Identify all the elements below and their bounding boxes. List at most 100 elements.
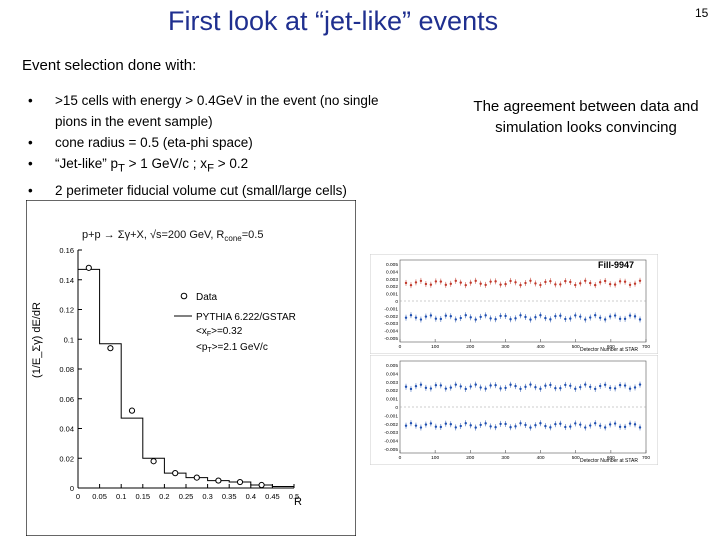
x-tick-label: 0.25 — [179, 492, 194, 501]
data-point — [589, 424, 592, 427]
y-tick-label: 0.004 — [386, 371, 398, 377]
data-point — [638, 426, 642, 429]
chart-title: Fill-9947 — [598, 260, 634, 270]
data-point — [444, 387, 448, 390]
bullet-dot-icon: • — [28, 93, 33, 108]
data-point — [409, 314, 413, 317]
chart-series — [78, 264, 294, 489]
data-point — [499, 387, 502, 390]
data-point — [584, 318, 587, 321]
data-point — [504, 386, 507, 390]
data-point — [598, 281, 602, 284]
legend-label-data: Data — [196, 292, 218, 303]
y-tick-label: 0.001 — [386, 292, 398, 298]
data-point — [589, 316, 592, 319]
data-point — [554, 283, 557, 286]
y-tick-label: -0.004 — [384, 439, 398, 445]
data-point — [559, 422, 562, 425]
data-point — [499, 314, 502, 318]
data-point — [569, 317, 572, 320]
y-tick-label: -0.001 — [384, 306, 398, 312]
x-tick-label: 400 — [537, 344, 545, 350]
data-point — [603, 318, 607, 321]
data-point — [524, 423, 527, 427]
data-point — [439, 280, 443, 283]
data-point — [429, 283, 433, 286]
data-point — [509, 383, 512, 386]
data-point — [424, 282, 428, 286]
data-point — [638, 318, 642, 321]
data-point — [569, 425, 572, 428]
data-point — [519, 387, 522, 391]
data-point — [539, 314, 542, 317]
data-point — [554, 387, 557, 390]
chart-axes: 0.005 0.004 0.003 0.002 0.001 0 -0.001 -0.002 -0… — [384, 360, 650, 461]
data-point — [489, 280, 492, 283]
data-point — [409, 283, 413, 287]
data-point — [628, 387, 632, 390]
data-point — [529, 426, 532, 429]
data-point — [514, 281, 517, 284]
data-point — [569, 280, 572, 284]
data-point — [419, 426, 423, 429]
data-point — [608, 315, 612, 318]
data-point — [414, 424, 418, 427]
data-point — [494, 280, 497, 283]
bullet-text: “Jet-like” p — [55, 156, 119, 171]
data-point — [529, 318, 532, 321]
data-point — [633, 282, 637, 285]
data-point — [608, 386, 612, 390]
data-point — [524, 281, 527, 285]
data-point — [549, 426, 552, 429]
data-point — [623, 384, 627, 387]
y-tick-label: -0.005 — [384, 336, 398, 342]
data-point — [474, 279, 477, 283]
y-tick-label: -0.001 — [384, 413, 398, 419]
data-point — [633, 423, 637, 426]
data-point — [469, 316, 472, 319]
data-point — [404, 316, 408, 319]
data-point — [489, 317, 492, 320]
y-tick-label: -0.002 — [384, 314, 398, 320]
agreement-note: The agreement between data and simulatio… — [473, 98, 699, 136]
data-point — [236, 478, 244, 486]
data-point — [424, 386, 428, 390]
data-point — [439, 384, 443, 387]
data-point — [454, 383, 457, 386]
bullet-text-continued: pions in the event sample) — [55, 114, 213, 129]
data-point — [534, 316, 537, 319]
data-point — [434, 425, 438, 428]
y-tick-label: 0.1 — [64, 335, 74, 344]
data-point — [509, 279, 512, 283]
data-point — [504, 314, 507, 318]
energy-profile-chart: p+p → Σγ+X, √s=200 GeV, Rcone=0.5 (1/E_Σ… — [26, 200, 356, 536]
data-point — [489, 384, 492, 387]
data-point — [603, 426, 607, 429]
y-tick-label: 0.06 — [59, 395, 74, 404]
data-point — [414, 384, 418, 388]
data-point — [549, 318, 552, 321]
data-point — [589, 281, 592, 285]
x-tick-label: 0.1 — [116, 492, 126, 501]
data-point — [414, 316, 418, 319]
data-point — [474, 426, 477, 429]
y-tick-label: 0.004 — [386, 269, 398, 275]
x-tick-label: 400 — [537, 455, 545, 461]
data-point — [444, 283, 448, 287]
data-point — [494, 383, 497, 387]
bullet-item: • “Jet-like” pT > 1 GeV/c ; xF > 0.2 — [28, 153, 448, 180]
fill-asymmetry-chart-bottom: 0.005 0.004 0.003 0.002 0.001 0 -0.001 -0.002 -0… — [370, 355, 658, 465]
data-point — [419, 279, 423, 283]
data-point — [569, 384, 572, 388]
bullet-text: cone radius = 0.5 (eta-phi space) — [55, 135, 253, 150]
data-point — [494, 317, 497, 321]
y-tick-label: 0.003 — [386, 380, 398, 386]
data-point — [499, 283, 502, 286]
x-tick-label: 500 — [572, 344, 580, 350]
data-point — [509, 426, 512, 429]
chart-series — [404, 381, 642, 431]
data-point — [618, 280, 622, 283]
data-point — [584, 426, 587, 429]
data-point — [464, 422, 467, 425]
bullet-dot-icon: • — [28, 135, 33, 150]
